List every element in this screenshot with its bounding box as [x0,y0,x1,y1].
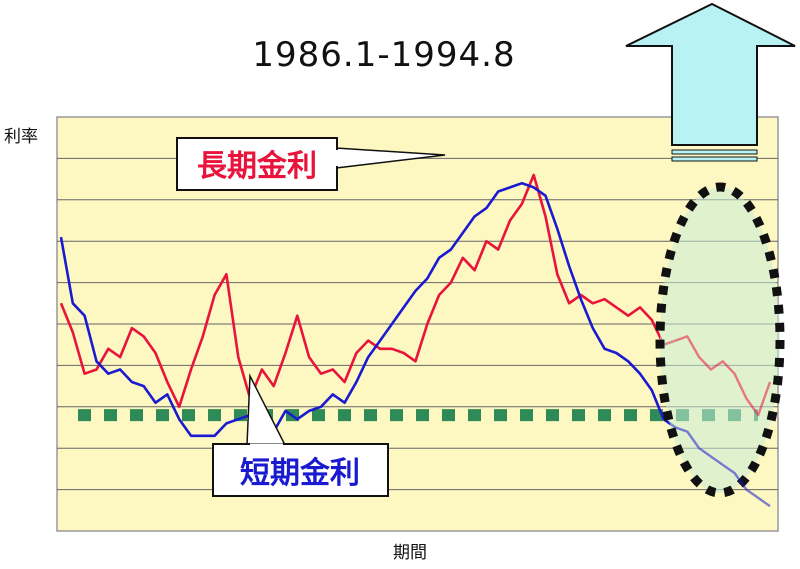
short-term-rate-callout: 短期金利 [212,373,389,497]
short-term-rate-line-forecast [675,426,771,508]
x-axis-label: 期間 [393,543,427,563]
series-layer [59,173,677,438]
long-term-rate-line-forecast [675,335,772,417]
forecast-layer [675,335,772,508]
long-term-rate-callout: 長期金利 [176,137,446,191]
chart-title: 1986.1-1994.8 [252,35,515,75]
short-term-rate-line [59,181,677,438]
forecast-highlight-ellipse [655,182,785,498]
long-term-rate-line [59,173,676,409]
short-term-rate-label: 短期金利 [240,456,360,491]
long-term-rate-label: 長期金利 [197,149,317,184]
y-axis-label: 利率 [4,127,38,147]
up-arrow-icon [625,2,796,162]
